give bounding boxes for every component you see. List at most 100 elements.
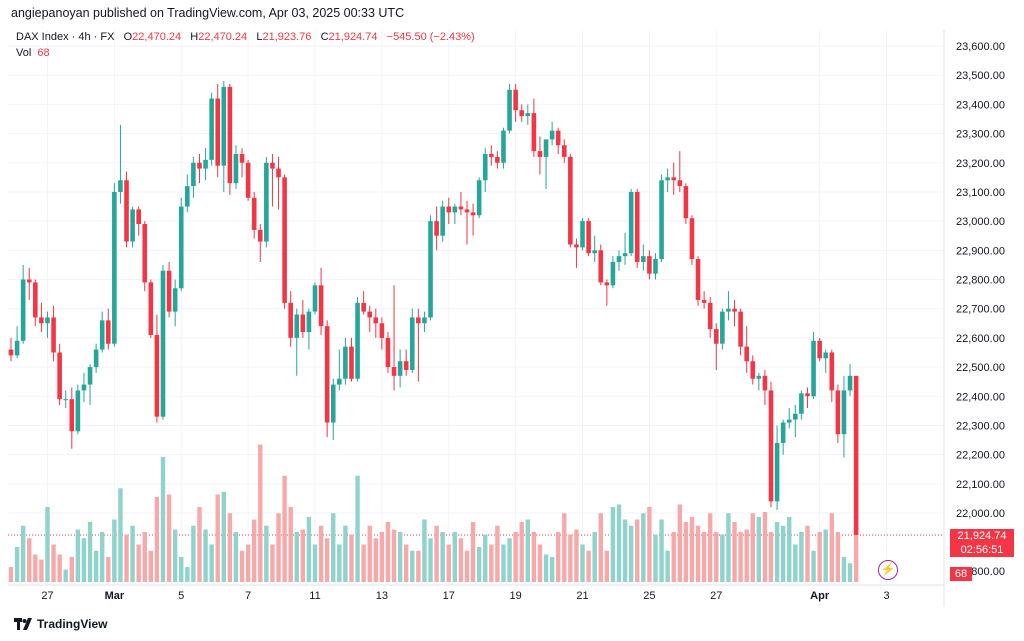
candle[interactable] [647,250,652,280]
candle[interactable] [762,369,768,406]
candle[interactable] [14,326,20,359]
candle[interactable] [245,159,251,201]
candle[interactable] [580,218,585,251]
candle[interactable] [738,308,743,356]
candle[interactable] [270,153,275,207]
candle[interactable] [233,145,239,190]
candle[interactable] [568,153,573,248]
candle[interactable] [391,285,397,391]
candle[interactable] [99,311,105,353]
candle[interactable] [561,139,567,163]
candle[interactable] [118,124,123,204]
candle[interactable] [257,224,263,262]
candle[interactable] [786,407,792,429]
candle[interactable] [130,206,135,248]
candle[interactable] [543,139,549,190]
candle[interactable] [701,291,707,309]
candle[interactable] [829,349,835,403]
candle[interactable] [428,215,433,321]
candle[interactable] [610,256,616,289]
candle[interactable] [793,405,798,438]
candle[interactable] [482,148,488,192]
candle[interactable] [33,279,38,327]
candle[interactable] [197,153,202,184]
candle[interactable] [69,387,75,449]
candle[interactable] [823,349,829,373]
candle[interactable] [768,381,774,508]
candle[interactable] [251,191,257,239]
candle[interactable] [489,145,494,166]
candle[interactable] [732,299,737,327]
candle[interactable] [574,238,579,268]
candle[interactable] [142,221,148,292]
candle[interactable] [203,148,208,181]
candle[interactable] [841,375,847,458]
candle[interactable] [355,297,360,382]
candle[interactable] [209,92,214,166]
candle[interactable] [367,305,373,333]
candle[interactable] [470,203,476,236]
candle[interactable] [81,372,87,403]
candle[interactable] [853,375,859,536]
candle[interactable] [403,349,409,376]
candle[interactable] [604,279,610,306]
candle[interactable] [172,279,178,327]
candle[interactable] [112,183,117,347]
candle[interactable] [57,343,62,406]
candle[interactable] [294,308,300,376]
candle[interactable] [105,308,111,350]
candle[interactable] [26,267,32,300]
candle[interactable] [51,305,56,362]
candle[interactable] [780,419,786,455]
candle[interactable] [63,390,69,408]
candle[interactable] [178,197,184,292]
candle[interactable] [93,343,99,373]
candle[interactable] [239,148,245,178]
candle[interactable] [227,83,233,195]
candle[interactable] [665,168,670,192]
candle[interactable] [440,200,445,242]
candle[interactable] [689,215,695,265]
candle[interactable] [154,314,160,423]
candle[interactable] [361,291,366,315]
candle[interactable] [191,156,196,198]
candle[interactable] [476,177,482,219]
candle[interactable] [160,264,166,420]
candle[interactable] [215,83,221,178]
candle[interactable] [337,349,342,391]
candle[interactable] [628,189,634,257]
tradingview-logo[interactable]: TradingView [14,617,107,631]
candle[interactable] [276,156,281,210]
candle[interactable] [422,311,427,333]
candle[interactable] [185,174,190,213]
candle[interactable] [318,267,324,335]
candle[interactable] [641,244,646,271]
candle[interactable] [330,378,336,441]
candle[interactable] [409,308,415,373]
candle[interactable] [811,332,816,400]
candle[interactable] [677,151,683,192]
candle[interactable] [726,291,731,321]
candle[interactable] [720,308,725,350]
candle[interactable] [531,98,537,157]
candle[interactable] [525,104,531,125]
candle[interactable] [616,250,622,271]
candle[interactable] [379,317,385,350]
candle[interactable] [799,390,804,420]
candle[interactable] [464,200,470,245]
candle[interactable] [282,174,287,309]
candle[interactable] [39,302,44,333]
candle[interactable] [8,337,14,362]
lightning-icon[interactable]: ⚡ [878,560,898,580]
candle[interactable] [774,425,780,511]
candle[interactable] [221,81,227,192]
candle[interactable] [458,191,464,216]
candle[interactable] [300,299,306,338]
candle[interactable] [805,387,810,408]
candle[interactable] [385,332,391,373]
candle[interactable] [324,320,330,438]
candle[interactable] [622,232,628,265]
candle[interactable] [434,206,439,251]
candle[interactable] [20,264,26,344]
